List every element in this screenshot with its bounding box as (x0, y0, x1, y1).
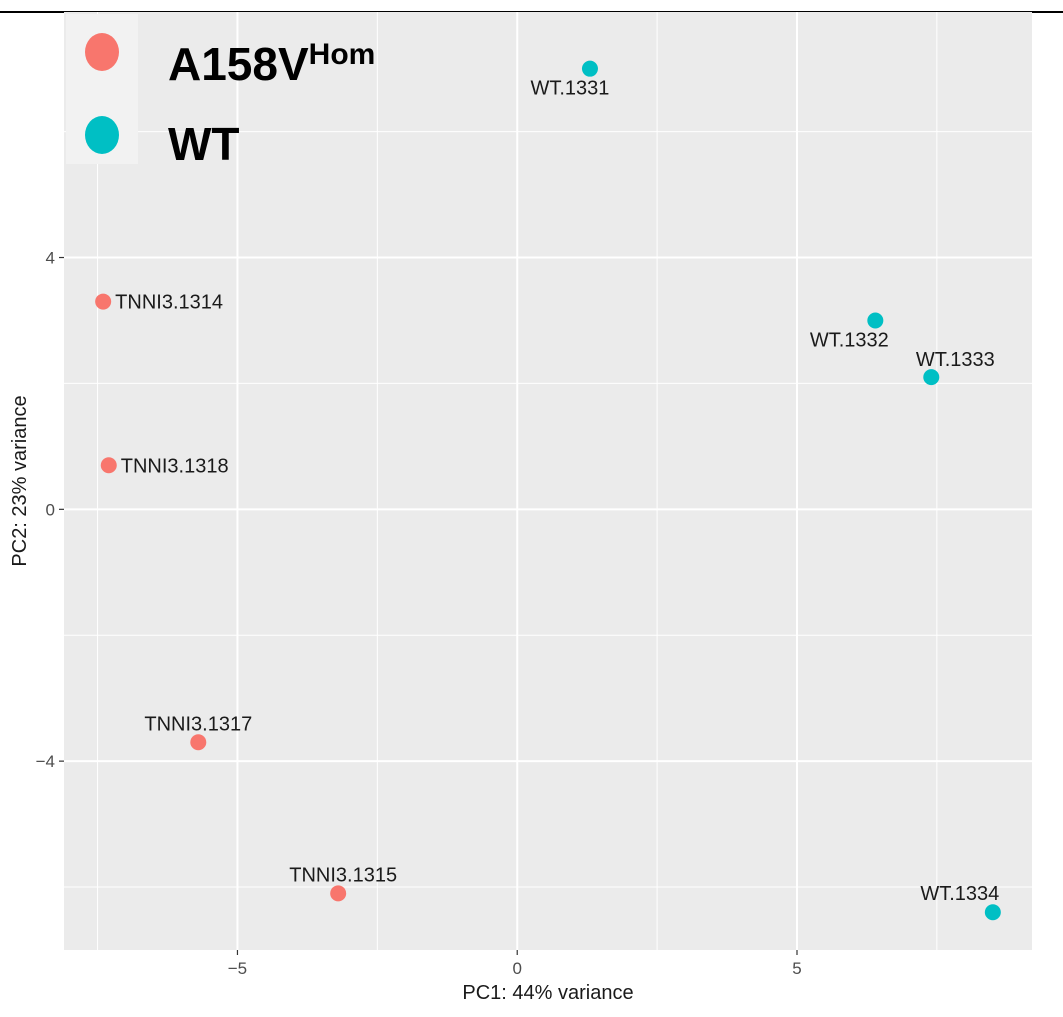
data-point (100, 457, 117, 474)
y-tick-label: 0 (46, 500, 55, 519)
data-point (330, 885, 347, 902)
legend-key-symbol (85, 33, 119, 71)
data-point (95, 293, 112, 310)
x-tick-label: −5 (228, 959, 247, 978)
point-label: TNNI3.1315 (289, 864, 397, 886)
point-label: TNNI3.1318 (121, 455, 229, 477)
y-axis-title: PC2: 23% variance (9, 395, 31, 566)
point-label: WT.1331 (530, 78, 609, 100)
point-label: TNNI3.1317 (144, 713, 252, 735)
legend-label-superscript: Hom (309, 38, 376, 71)
point-label: TNNI3.1314 (115, 292, 223, 314)
plot-panel (64, 12, 1032, 950)
point-label: WT.1334 (920, 883, 999, 905)
point-label: WT.1332 (810, 329, 889, 351)
x-axis-title: PC1: 44% variance (462, 982, 633, 1004)
x-tick-label: 5 (792, 959, 801, 978)
point-label: WT.1333 (916, 349, 995, 371)
data-point (867, 312, 884, 329)
y-tick-label: −4 (36, 752, 55, 771)
x-tick-label: 0 (512, 959, 521, 978)
legend-label: A158VHom (168, 38, 375, 90)
legend-label: WT (168, 118, 240, 170)
data-point (581, 60, 598, 77)
legend-key-symbol (85, 116, 119, 154)
data-point (190, 734, 207, 751)
data-point (984, 904, 1001, 921)
data-point (923, 369, 940, 386)
y-tick-label: 4 (46, 249, 55, 268)
